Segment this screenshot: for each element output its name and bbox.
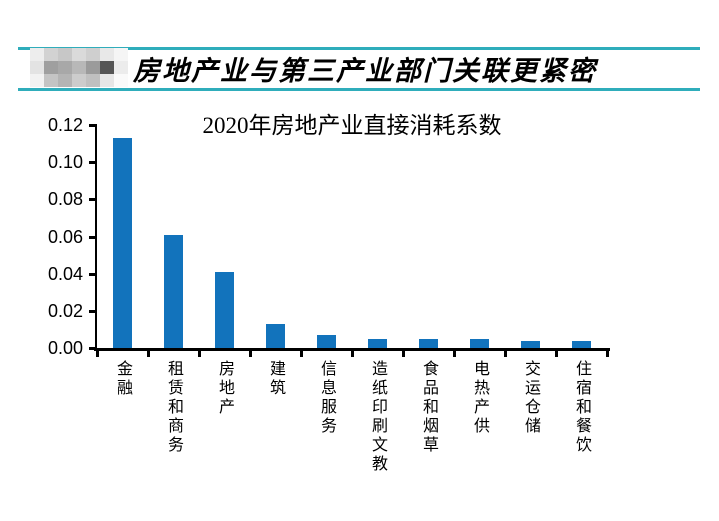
header-top-rule <box>18 47 700 50</box>
x-axis-line <box>94 348 610 351</box>
x-axis-tick <box>555 351 558 357</box>
x-axis-label: 造纸印刷文教 <box>369 360 386 474</box>
bar-电热产供 <box>470 339 489 348</box>
bar-交运仓储 <box>521 341 540 348</box>
logo-pixel <box>58 48 72 61</box>
logo-pixel <box>114 61 128 74</box>
y-axis-tick <box>89 309 95 313</box>
y-axis-tick <box>89 272 95 276</box>
bar-食品和烟草 <box>419 339 438 348</box>
bar-建筑 <box>266 324 285 348</box>
x-axis-tick <box>147 351 150 357</box>
x-axis-tick <box>96 351 99 357</box>
logo-pixel <box>86 48 100 61</box>
x-axis-label: 住宿和餐饮 <box>573 360 590 455</box>
y-axis-tick-label: 0.04 <box>47 263 83 284</box>
bar-住宿和餐饮 <box>572 341 591 348</box>
x-axis-label: 建筑 <box>267 360 284 398</box>
y-axis-tick <box>89 124 95 127</box>
x-axis-tick <box>402 351 405 357</box>
logo-pixel <box>30 61 44 74</box>
bar-造纸印刷文教 <box>368 339 387 348</box>
logo-pixel <box>44 74 58 87</box>
x-axis-label: 房地产 <box>216 360 233 417</box>
x-axis-label: 信息服务 <box>318 360 335 436</box>
x-axis-label: 食品和烟草 <box>420 360 437 455</box>
chart-title: 2020年房地产业直接消耗系数 <box>202 113 502 138</box>
x-axis-tick <box>453 351 456 357</box>
bar-金融 <box>113 138 132 348</box>
logo-pixel <box>44 48 58 61</box>
x-axis-label: 金融 <box>114 360 131 398</box>
y-axis-tick-label: 0.00 <box>47 338 83 358</box>
logo-pixel <box>44 61 58 74</box>
y-axis-line <box>95 124 97 351</box>
logo-pixel <box>30 74 44 87</box>
y-axis-tick-label: 0.08 <box>47 189 83 210</box>
logo-pixel <box>30 48 44 61</box>
x-axis-tick <box>606 351 609 357</box>
y-axis-tick-label: 0.02 <box>47 300 83 321</box>
logo-pixel <box>86 74 100 87</box>
logo-pixel <box>114 74 128 87</box>
logo-pixel <box>58 61 72 74</box>
logo-pixel <box>72 74 86 87</box>
x-axis-label: 交运仓储 <box>522 360 539 436</box>
y-axis-tick <box>89 235 95 239</box>
logo-pixel <box>100 61 114 74</box>
x-axis-tick <box>351 351 354 357</box>
logo-pixel <box>58 74 72 87</box>
bar-租赁和商务 <box>164 235 183 348</box>
x-axis-label: 租赁和商务 <box>165 360 182 455</box>
x-axis-label: 电热产供 <box>471 360 488 436</box>
logo-pixel <box>86 61 100 74</box>
slide-title: 房地产业与第三产业部门关联更紧密 <box>133 56 597 86</box>
y-axis-tick <box>89 198 95 202</box>
blurred-logo <box>30 48 128 87</box>
y-axis-tick-label: 0.06 <box>47 226 83 247</box>
y-axis-tick <box>89 161 95 165</box>
x-axis-tick <box>300 351 303 357</box>
logo-pixel <box>72 48 86 61</box>
x-axis-tick <box>198 351 201 357</box>
y-axis-tick-label: 0.10 <box>47 152 83 173</box>
x-axis-tick <box>249 351 252 357</box>
y-axis-tick-label: 0.12 <box>47 115 83 135</box>
x-axis-tick <box>504 351 507 357</box>
logo-pixel <box>114 48 128 61</box>
y-axis-tick <box>89 347 95 350</box>
logo-pixel <box>72 61 86 74</box>
header-bottom-rule <box>18 88 700 91</box>
logo-pixel <box>100 74 114 87</box>
bar-信息服务 <box>317 335 336 348</box>
bar-房地产 <box>215 272 234 348</box>
logo-pixel <box>100 48 114 61</box>
